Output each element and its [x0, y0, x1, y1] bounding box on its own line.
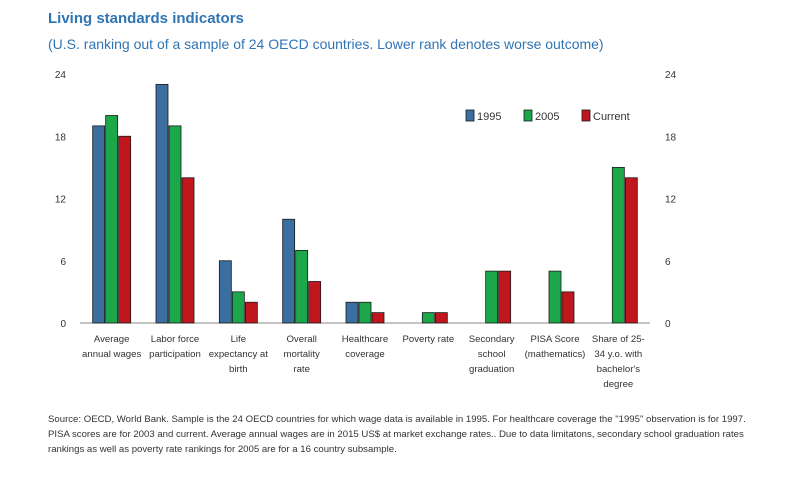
- legend-label-1995: 1995: [477, 111, 501, 123]
- category-label-line: mortality: [284, 349, 320, 360]
- category-label: PISA Score (mathematics): [525, 334, 586, 360]
- bar-current-6: [498, 270, 512, 324]
- bar-1995-0: [92, 125, 106, 324]
- category-labels: Average annual wages Labor force participat…: [82, 334, 645, 390]
- legend: 1995 2005 Current: [465, 109, 630, 123]
- bar-current-8: [624, 177, 638, 324]
- category-label-line: Life: [231, 334, 246, 345]
- category-label-line: (mathematics): [525, 349, 586, 360]
- bar-2005-5: [421, 312, 435, 324]
- category-label-line: expectancy at: [209, 349, 269, 360]
- bar-1995-2: [218, 260, 232, 324]
- bar-current-3: [308, 281, 322, 324]
- bar-current-7: [561, 291, 575, 324]
- bar-current-5: [434, 312, 448, 324]
- bar-1995-1: [155, 83, 169, 324]
- bar-1995-4: [345, 301, 359, 324]
- y-tick-label-right: 6: [665, 257, 671, 268]
- category-label-line: birth: [229, 364, 248, 375]
- bar-current-0: [118, 135, 132, 324]
- category-label: Average annual wages: [82, 334, 141, 360]
- category-label-line: Secondary: [469, 334, 515, 345]
- bar-2005-0: [105, 115, 119, 324]
- category-label: Secondary school graduation: [469, 334, 515, 375]
- category-label-line: Share of 25-: [592, 334, 645, 345]
- category-label-line: Healthcare: [342, 334, 388, 345]
- y-tick-label-left: 12: [55, 195, 67, 206]
- bar-2005-1: [168, 125, 182, 324]
- y-tick-label-right: 18: [665, 132, 677, 143]
- bar-2005-6: [485, 270, 499, 324]
- source-note: Source: OECD, World Bank. Sample is the …: [48, 414, 746, 455]
- category-label-line: bachelor's: [597, 364, 641, 375]
- bar-2005-8: [611, 166, 625, 324]
- bar-2005-7: [548, 270, 562, 324]
- category-label-line: degree: [603, 379, 633, 390]
- bar-2005-2: [231, 291, 245, 324]
- y-tick-label-left: 6: [60, 257, 66, 268]
- category-label-line: PISA Score: [530, 334, 579, 345]
- bar-2005-4: [358, 301, 372, 324]
- category-label-line: 34 y.o. with: [594, 349, 642, 360]
- category-label: Poverty rate: [402, 334, 454, 345]
- legend-swatch-2005: [523, 109, 533, 122]
- category-label-line: rate: [293, 364, 310, 375]
- category-label: Share of 25- 34 y.o. with bachelor's degree: [592, 334, 645, 390]
- legend-label-current: Current: [593, 111, 630, 123]
- bar-current-2: [244, 301, 258, 324]
- category-label-line: coverage: [345, 349, 384, 360]
- legend-swatch-1995: [465, 109, 475, 122]
- axes: 0 0 6 6 12 12 18 18 24 24: [55, 70, 677, 330]
- y-tick-label-left: 24: [55, 70, 67, 81]
- y-tick-label-left: 18: [55, 132, 67, 143]
- chart-subtitle: (U.S. ranking out of a sample of 24 OECD…: [48, 36, 604, 52]
- y-tick-label-right: 24: [665, 70, 677, 81]
- bar-2005-3: [295, 249, 309, 324]
- category-label: Labor force participation: [149, 334, 201, 360]
- category-label: Healthcare coverage: [342, 334, 388, 360]
- y-tick-label-right: 12: [665, 195, 677, 206]
- chart-title: Living standards indicators: [48, 10, 244, 27]
- category-label-line: participation: [149, 349, 201, 360]
- category-label-line: graduation: [469, 364, 514, 375]
- legend-label-2005: 2005: [535, 111, 559, 123]
- category-label-line: Average: [94, 334, 130, 345]
- category-label: Overall mortality rate: [284, 334, 320, 375]
- bar-current-4: [371, 312, 385, 324]
- bar-1995-3: [282, 218, 296, 324]
- legend-swatch-current: [581, 109, 591, 122]
- bar-current-1: [181, 177, 195, 324]
- category-label: Life expectancy at birth: [209, 334, 269, 375]
- y-tick-label-left: 0: [60, 319, 66, 330]
- bars: [92, 83, 638, 324]
- category-label-line: annual wages: [82, 349, 141, 360]
- y-tick-label-right: 0: [665, 319, 671, 330]
- category-label-line: Poverty rate: [402, 334, 454, 345]
- category-label-line: Labor force: [151, 334, 200, 345]
- category-label-line: school: [478, 349, 506, 360]
- category-label-line: Overall: [286, 334, 316, 345]
